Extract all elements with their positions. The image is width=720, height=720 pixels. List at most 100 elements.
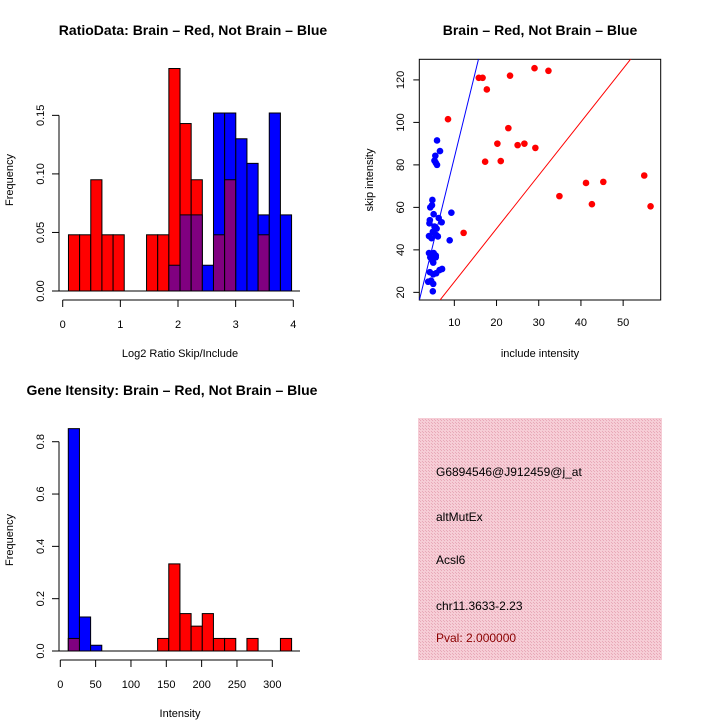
x-axis-label: Intensity bbox=[160, 708, 201, 720]
gene-intensity-histogram: Gene Itensity: Brain – Red, Not Brain – … bbox=[4, 382, 318, 720]
chart-title: Gene Itensity: Brain – Red, Not Brain – … bbox=[27, 382, 318, 398]
y-tick-label: 0.8 bbox=[35, 434, 47, 449]
bar-not-brain bbox=[279, 214, 293, 292]
bar-overlap bbox=[257, 234, 270, 292]
bar-brain bbox=[146, 234, 159, 292]
bar-overlap bbox=[224, 179, 237, 292]
bar-brain bbox=[190, 625, 203, 652]
chart-title: Brain – Red, Not Brain – Blue bbox=[443, 22, 638, 38]
bar-brain bbox=[201, 613, 214, 652]
x-tick-label: 3 bbox=[233, 319, 239, 331]
point-not-brain bbox=[429, 259, 437, 266]
bar-overlap bbox=[67, 637, 80, 652]
y-tick-label: 0.10 bbox=[35, 163, 47, 184]
bar-not-brain bbox=[90, 644, 103, 652]
x-tick-label: 2 bbox=[175, 319, 181, 331]
x-tick-label: 0 bbox=[60, 319, 66, 331]
point-brain bbox=[545, 67, 552, 75]
point-brain bbox=[494, 140, 501, 147]
point-brain bbox=[506, 72, 514, 79]
point-brain bbox=[640, 172, 648, 179]
point-brain bbox=[497, 157, 505, 165]
point-not-brain bbox=[426, 204, 434, 211]
bar-overlap bbox=[190, 214, 203, 292]
point-not-brain bbox=[426, 220, 433, 227]
point-not-brain bbox=[428, 234, 435, 242]
point-not-brain bbox=[432, 253, 440, 261]
bar-overlap bbox=[212, 234, 226, 292]
bar-brain bbox=[168, 563, 181, 652]
y-tick-label: 0.2 bbox=[35, 591, 47, 606]
info-panel-background bbox=[418, 418, 662, 660]
x-tick-label: 20 bbox=[490, 317, 502, 329]
x-tick-label: 0 bbox=[57, 679, 63, 691]
y-tick-label: 80 bbox=[395, 159, 407, 171]
bar-brain bbox=[212, 637, 226, 652]
bar-overlap bbox=[168, 264, 181, 292]
point-not-brain bbox=[429, 287, 437, 295]
point-brain bbox=[521, 140, 528, 147]
probe-id: G6894546@J912459@j_at bbox=[436, 465, 582, 479]
event-type: altMutEx bbox=[436, 510, 483, 524]
point-not-brain bbox=[433, 161, 441, 169]
plot-box bbox=[418, 58, 662, 301]
y-tick-label: 100 bbox=[395, 113, 407, 131]
bar-not-brain bbox=[246, 162, 259, 292]
point-not-brain bbox=[446, 237, 453, 244]
x-tick-label: 50 bbox=[90, 679, 102, 691]
point-not-brain bbox=[438, 265, 446, 273]
bar-brain bbox=[279, 637, 293, 652]
x-axis-label: Log2 Ratio Skip/Include bbox=[122, 348, 238, 360]
point-brain bbox=[582, 179, 590, 187]
point-brain bbox=[481, 158, 489, 165]
y-tick-label: 0.15 bbox=[35, 105, 47, 126]
bar-brain bbox=[90, 179, 103, 292]
y-tick-label: 0.05 bbox=[35, 222, 47, 243]
point-not-brain bbox=[434, 233, 442, 240]
red-fit-line bbox=[439, 59, 632, 300]
point-brain bbox=[531, 64, 538, 72]
bar-not-brain bbox=[268, 112, 281, 292]
x-tick-label: 300 bbox=[263, 679, 281, 691]
bar-not-brain bbox=[201, 264, 214, 292]
point-brain bbox=[505, 124, 512, 132]
bar-brain bbox=[157, 234, 170, 292]
x-tick-label: 50 bbox=[617, 317, 629, 329]
y-tick-label: 0.0 bbox=[35, 643, 47, 658]
y-tick-label: 0.4 bbox=[35, 539, 47, 554]
point-brain bbox=[514, 141, 521, 149]
y-tick-label: 120 bbox=[395, 71, 407, 89]
bar-brain bbox=[157, 637, 170, 652]
ratio-histogram: RatioData: Brain – Red, Not Brain – Blue… bbox=[4, 22, 327, 360]
point-brain bbox=[532, 144, 539, 152]
p-value: Pval: 2.000000 bbox=[436, 631, 516, 645]
x-tick-label: 10 bbox=[448, 317, 460, 329]
point-not-brain bbox=[432, 152, 439, 160]
y-tick-label: 0.00 bbox=[35, 280, 47, 301]
point-not-brain bbox=[429, 196, 436, 204]
point-not-brain bbox=[432, 269, 440, 277]
x-axis-label: include intensity bbox=[501, 348, 580, 360]
y-tick-label: 60 bbox=[395, 201, 407, 213]
x-tick-label: 100 bbox=[122, 679, 140, 691]
point-not-brain bbox=[433, 137, 441, 144]
y-tick-label: 20 bbox=[395, 286, 407, 298]
y-tick-label: 40 bbox=[395, 244, 407, 256]
bar-overlap bbox=[179, 214, 192, 292]
point-brain bbox=[588, 200, 596, 208]
x-tick-label: 150 bbox=[157, 679, 175, 691]
bar-brain bbox=[67, 234, 81, 292]
bar-brain bbox=[101, 234, 114, 292]
x-tick-label: 250 bbox=[228, 679, 246, 691]
bar-not-brain bbox=[67, 428, 80, 652]
point-brain bbox=[460, 229, 467, 237]
y-axis-label: Frequency bbox=[4, 154, 16, 206]
info-panel: G6894546@J912459@j_at altMutEx Acsl6 chr… bbox=[418, 418, 662, 660]
bar-brain bbox=[246, 637, 259, 652]
bar-brain bbox=[112, 234, 125, 292]
bar-brain bbox=[179, 613, 192, 652]
chromosome-location: chr11.3633-2.23 bbox=[436, 599, 523, 613]
point-brain bbox=[444, 115, 452, 123]
point-brain bbox=[647, 203, 654, 210]
